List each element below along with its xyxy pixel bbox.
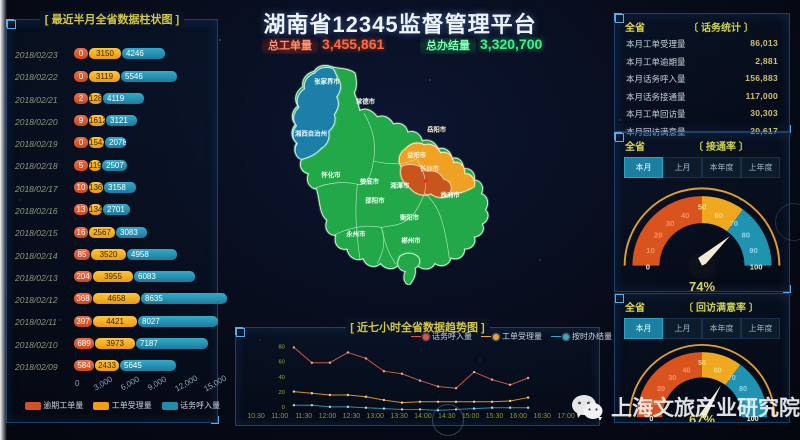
svg-text:邵阳市: 邵阳市 [364,196,385,205]
svg-text:100: 100 [750,263,763,272]
svg-text:娄底市: 娄底市 [359,176,380,185]
svg-text:0: 0 [282,405,285,411]
svg-text:怀化市: 怀化市 [321,170,341,179]
svg-text:长沙市: 长沙市 [420,164,440,173]
svg-text:40: 40 [681,211,690,220]
svg-text:0: 0 [646,263,650,272]
svg-text:岳阳市: 岳阳市 [427,124,447,133]
svg-text:80: 80 [279,345,285,351]
svg-text:郴州市: 郴州市 [401,236,421,245]
svg-text:湘潭市: 湘潭市 [390,180,410,189]
svg-text:衡阳市: 衡阳市 [400,212,420,221]
svg-text:40: 40 [279,375,285,381]
svg-text:常德市: 常德市 [356,96,376,105]
svg-text:20: 20 [654,231,663,240]
svg-text:永州市: 永州市 [345,229,366,238]
svg-text:20: 20 [279,390,285,396]
svg-text:60: 60 [279,360,285,366]
svg-text:益阳市: 益阳市 [407,150,427,159]
svg-text:60: 60 [714,366,722,375]
svg-text:70: 70 [728,373,736,382]
svg-text:张家界市: 张家界市 [314,76,340,85]
svg-text:30: 30 [666,219,675,228]
svg-text:湘西自治州: 湘西自治州 [295,128,327,137]
svg-text:株洲市: 株洲市 [441,190,461,199]
svg-text:80: 80 [741,231,750,240]
svg-text:60: 60 [714,211,723,220]
svg-text:50: 50 [698,203,707,212]
svg-text:30: 30 [668,373,676,382]
svg-text:90: 90 [749,246,758,255]
svg-text:10: 10 [646,246,655,255]
svg-text:40: 40 [682,366,690,375]
svg-text:70: 70 [730,219,739,228]
svg-text:50: 50 [698,358,706,367]
